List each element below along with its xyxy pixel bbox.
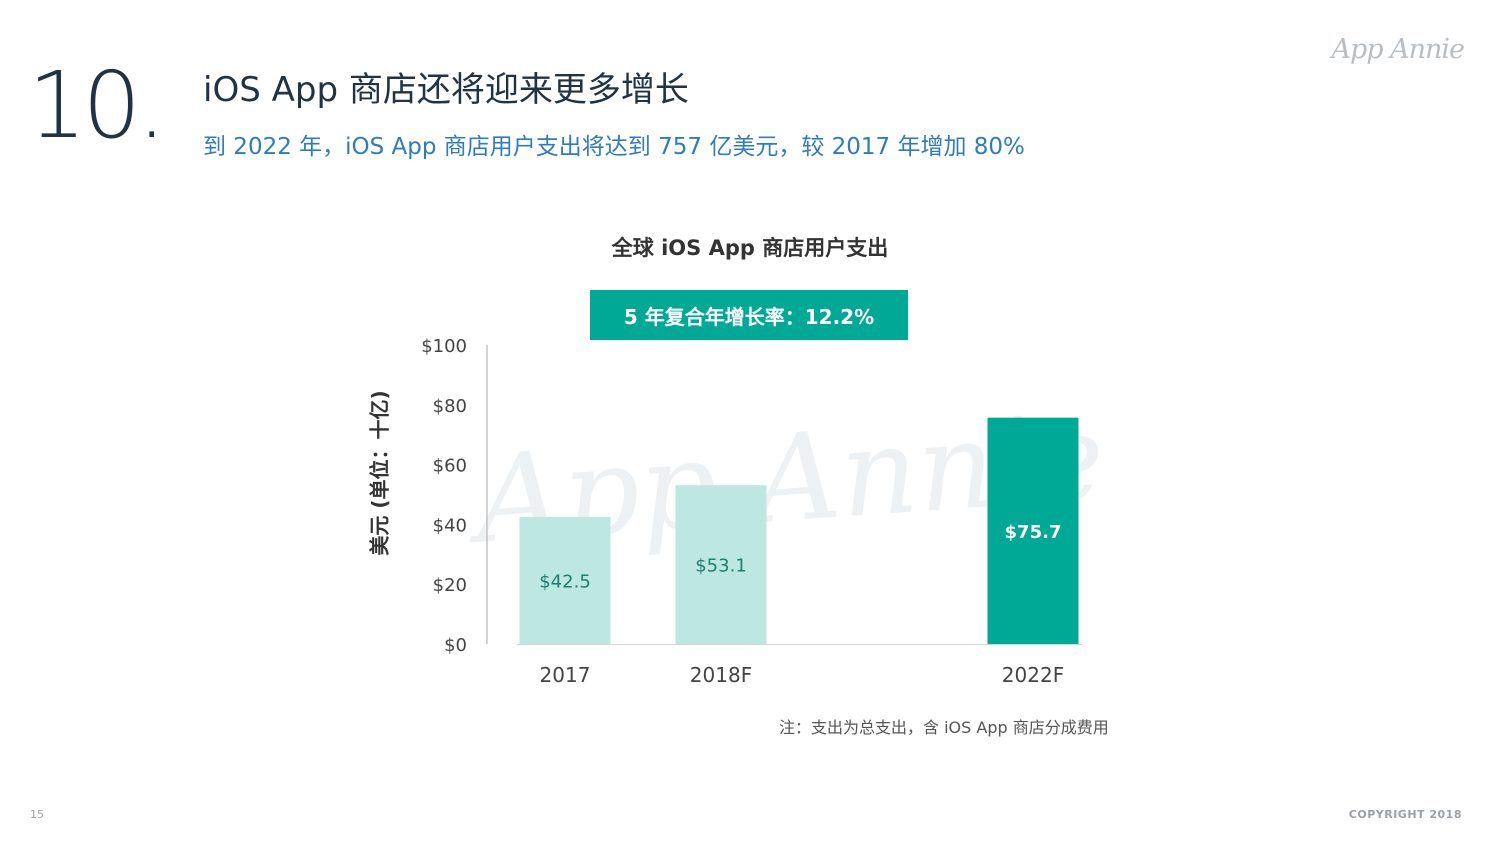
- page-title: iOS App 商店还将迎来更多增长: [203, 70, 689, 110]
- bar: [987, 417, 1079, 644]
- chart-title: 全球 iOS App 商店用户支出: [611, 236, 889, 260]
- y-tick-label: $80: [433, 396, 467, 417]
- y-tick-label: $20: [433, 575, 467, 596]
- page-number: 15: [30, 808, 44, 821]
- bar-value-label: $75.7: [1005, 522, 1062, 543]
- copyright: COPYRIGHT 2018: [1348, 808, 1462, 821]
- page-subtitle: 到 2022 年，iOS App 商店用户支出将达到 757 亿美元，较 201…: [203, 134, 1025, 160]
- app-annie-logo: App Annie: [1331, 34, 1465, 65]
- bar: [519, 516, 611, 644]
- x-tick-label: 2018F: [690, 663, 752, 687]
- bar-value-label: $42.5: [539, 571, 591, 592]
- y-tick-label: $40: [433, 515, 467, 536]
- bar: [675, 485, 767, 644]
- x-tick-label: 2017: [540, 663, 591, 687]
- y-tick-label: $100: [421, 336, 467, 357]
- footnote: 注：支出为总支出，含 iOS App 商店分成费用: [779, 718, 1109, 737]
- cagr-callout: 5 年复合年增长率：12.2%: [590, 290, 908, 340]
- y-tick-label: $0: [444, 635, 467, 656]
- y-tick-label: $60: [433, 456, 467, 477]
- x-tick-label: 2022F: [1002, 663, 1064, 687]
- slide-number: 10.: [28, 52, 166, 159]
- bar-value-label: $53.1: [695, 556, 747, 577]
